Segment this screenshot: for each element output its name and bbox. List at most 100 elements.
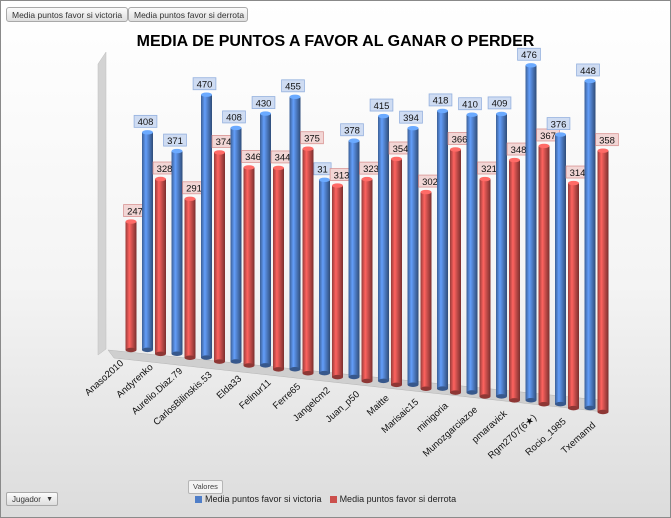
data-label-victoria: 455 [285,82,301,93]
data-label-box-victoria [517,47,541,61]
data-label-group-victoria: 418 [428,93,453,107]
bar-cap-derrota [479,176,491,182]
data-label-group-victoria: 409 [487,96,512,110]
data-label-group-victoria: 376 [546,117,571,130]
data-label-victoria: 476 [521,50,537,61]
data-label-victoria: 418 [433,96,449,107]
data-label-group-victoria: 430 [251,96,276,109]
bar-derrota [302,146,314,376]
data-label-derrota: 291 [186,184,202,195]
bar-cap-derrota [155,176,166,182]
bar-body-victoria [496,113,507,397]
bar-body-victoria [466,114,478,393]
bar-derrota [184,196,196,360]
bar-base-victoria [525,398,537,403]
bar-derrota [243,165,255,368]
bar-cap-victoria [348,138,360,143]
data-label-box-victoria [428,93,453,107]
bar-body-derrota [420,192,432,389]
bar-victoria [407,125,419,387]
bar-cap-victoria [437,108,448,114]
bar-cap-derrota [391,156,402,162]
pivot-field-button-derrota[interactable]: Media puntos favor si derrota [128,7,248,22]
bar-victoria [201,92,212,360]
bar-base-victoria [378,378,389,384]
bar-cap-derrota [184,196,196,201]
data-label-victoria: 408 [226,113,242,124]
data-label-group-victoria: 394 [399,110,423,124]
data-label-derrota: 374 [216,137,232,148]
bar-base-derrota [273,367,284,372]
bar-base-derrota [479,394,491,399]
data-label-box-victoria [576,63,600,77]
bar-cap-victoria [584,78,596,84]
bar-body-victoria [201,94,212,358]
bar-cap-victoria [466,112,478,117]
data-label-box-victoria [281,79,305,93]
bar-body-derrota [479,179,491,397]
x-tick-label: Ferre65 [271,381,303,411]
bar-body-derrota [155,179,166,354]
bar-body-derrota [361,179,373,381]
data-label-derrota: 346 [245,152,261,163]
bar-base-derrota [332,374,343,380]
data-label-box-derrota [300,131,324,145]
dropdown-arrow-icon: ▼ [46,496,53,503]
bar-body-victoria [407,128,419,385]
pivot-field-button-victoria[interactable]: Media puntos favor si victoria [6,7,128,22]
data-label-victoria: 394 [403,113,419,124]
bar-base-victoria [584,405,596,411]
bar-body-victoria [584,80,596,409]
legend-swatch-derrota [329,495,337,503]
bar-base-victoria [171,351,183,356]
data-label-victoria: 378 [344,126,360,137]
data-label-box-victoria [192,77,217,91]
data-label-box-victoria [133,114,158,128]
bar-base-derrota [420,386,432,391]
bar-cap-derrota [302,146,314,151]
bar-body-derrota [509,160,520,401]
data-label-group-derrota: 374 [211,135,236,148]
data-label-group-victoria: 408 [222,110,246,124]
bar-derrota [538,143,550,407]
bar-base-victoria [289,367,301,372]
bar-body-derrota [243,167,255,366]
bar-body-victoria [555,134,566,405]
bar-base-derrota [568,405,579,411]
data-label-box-victoria [222,110,246,124]
bar-cap-victoria [378,113,389,119]
bar-cap-derrota [243,165,255,170]
data-label-box-victoria [399,110,423,124]
legend-swatch-victoria [195,495,202,503]
legend: Media puntos favor si victoria Media pun… [195,494,464,504]
bar-body-derrota [125,221,137,350]
data-label-derrota: 344 [275,153,291,164]
data-label-box-victoria [163,133,187,147]
bar-victoria [466,112,478,395]
bar-cap-derrota [450,147,461,152]
bar-base-derrota [391,382,402,388]
legend-item-victoria: Media puntos favor si victoria [195,494,322,504]
data-label-box-victoria [251,96,276,109]
bar-base-victoria [348,374,360,380]
bar-victoria [142,130,153,353]
legend-label-derrota: Media puntos favor si derrota [339,494,457,504]
bar-victoria [555,132,566,407]
bar-cap-derrota [332,183,343,188]
bar-cap-victoria [260,111,271,116]
bar-derrota [361,176,373,384]
bar-base-victoria [437,386,448,391]
data-label-group-derrota: 321 [477,161,501,175]
data-label-group-victoria: 410 [458,97,482,111]
data-label-group-victoria: 448 [576,63,600,77]
bar-cap-victoria [319,177,330,182]
bar-body-victoria [289,96,301,370]
bar-body-derrota [538,145,550,405]
bar-base-victoria [407,382,419,387]
bar-cap-victoria [555,132,566,137]
bar-derrota [479,176,491,399]
bar-derrota [391,156,402,388]
pivot-field-button-jugador[interactable]: Jugador ▼ [6,492,58,506]
bar-victoria [584,78,596,411]
pivot-field-button-valores[interactable]: Valores [188,480,223,494]
